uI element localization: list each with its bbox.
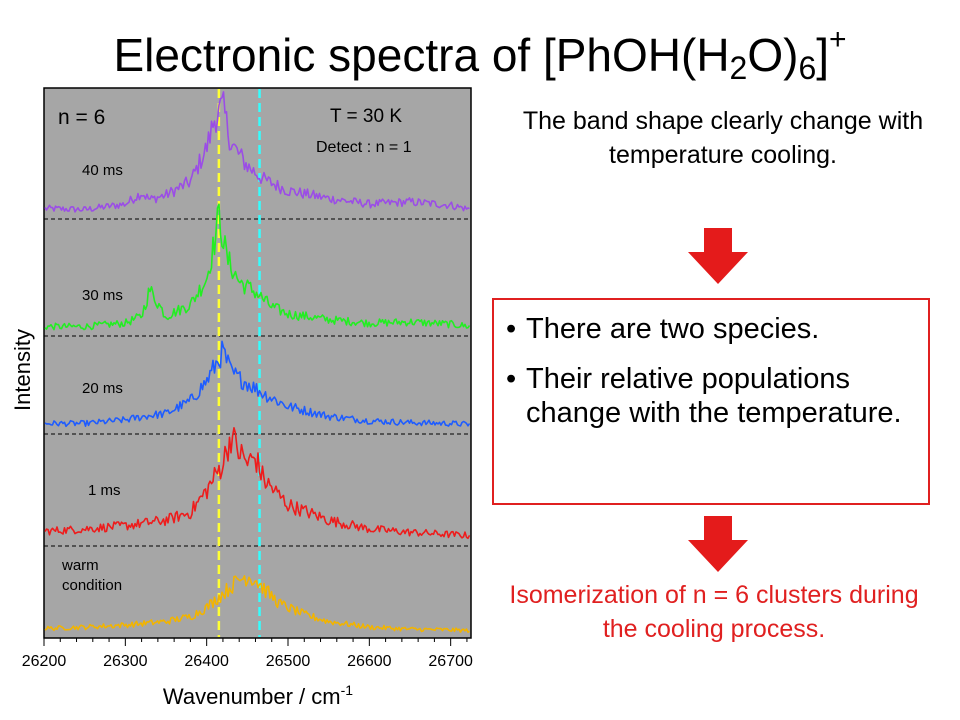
observation-text: The band shape clearly change with tempe… [522,107,924,169]
trace-label: 30 ms [82,287,123,304]
x-tick-label: 26700 [428,653,473,670]
x-axis-label-text: Wavenumber / cm [163,684,341,709]
x-axis-ticks: 26200 26300 26400 26500 26600 26700 [22,638,473,670]
x-axis-label: Wavenumber / cm-1 [163,682,353,709]
bullet-item-populations: • Their relative populations change with… [506,362,918,430]
baselines [44,218,471,547]
conclusion-text: Isomerization of n = 6 clusters during t… [509,581,919,643]
annotation-detect: Detect : n = 1 [316,139,412,156]
spectrum-trace [44,91,470,213]
trace-label: 20 ms [82,380,123,397]
trace-label: 40 ms [82,162,123,179]
title-subscript-6: 6 [798,50,817,86]
y-axis-label: Intensity [10,329,35,411]
trace-labels: 40 ms 30 ms 20 ms 1 ms warm condition [61,162,123,594]
spectrum-trace [44,575,470,633]
bullet-item-species: • There are two species. [506,312,918,346]
bullet-dot-icon: • [506,313,517,345]
trace-label: warm condition [61,557,122,594]
spectrum-trace [44,427,471,540]
title-close-bracket: ] [816,29,830,81]
title-mid: O) [747,29,799,81]
annotation-temperature: T = 30 K [330,106,402,127]
trace-label: 1 ms [88,482,121,499]
bullet-text-populations: Their relative populations change with t… [526,363,902,429]
title-superscript-plus: + [829,23,847,56]
down-arrow-icon [688,516,748,572]
title-main: Electronic spectra of [PhOH(H [113,29,730,81]
conclusion-box: • There are two species. • Their relativ… [492,298,930,505]
spectrum-trace [44,340,471,428]
x-axis-label-superscript: -1 [341,682,354,698]
x-tick-label: 26200 [22,653,67,670]
bullet-text-species: There are two species. [526,313,820,345]
x-tick-label: 26500 [266,653,311,670]
x-tick-label: 26600 [347,653,392,670]
annotation-cluster-size: n = 6 [58,106,105,129]
title-subscript-2: 2 [729,50,748,86]
spectrum-trace [44,203,471,331]
bullet-dot-icon: • [506,363,517,395]
x-tick-label: 26300 [103,653,148,670]
slide-title: Electronic spectra of [PhOH(H2O)6]+ [0,8,960,100]
x-tick-label: 26400 [184,653,229,670]
spectra-traces [44,91,471,633]
down-arrow-icon [688,228,748,284]
